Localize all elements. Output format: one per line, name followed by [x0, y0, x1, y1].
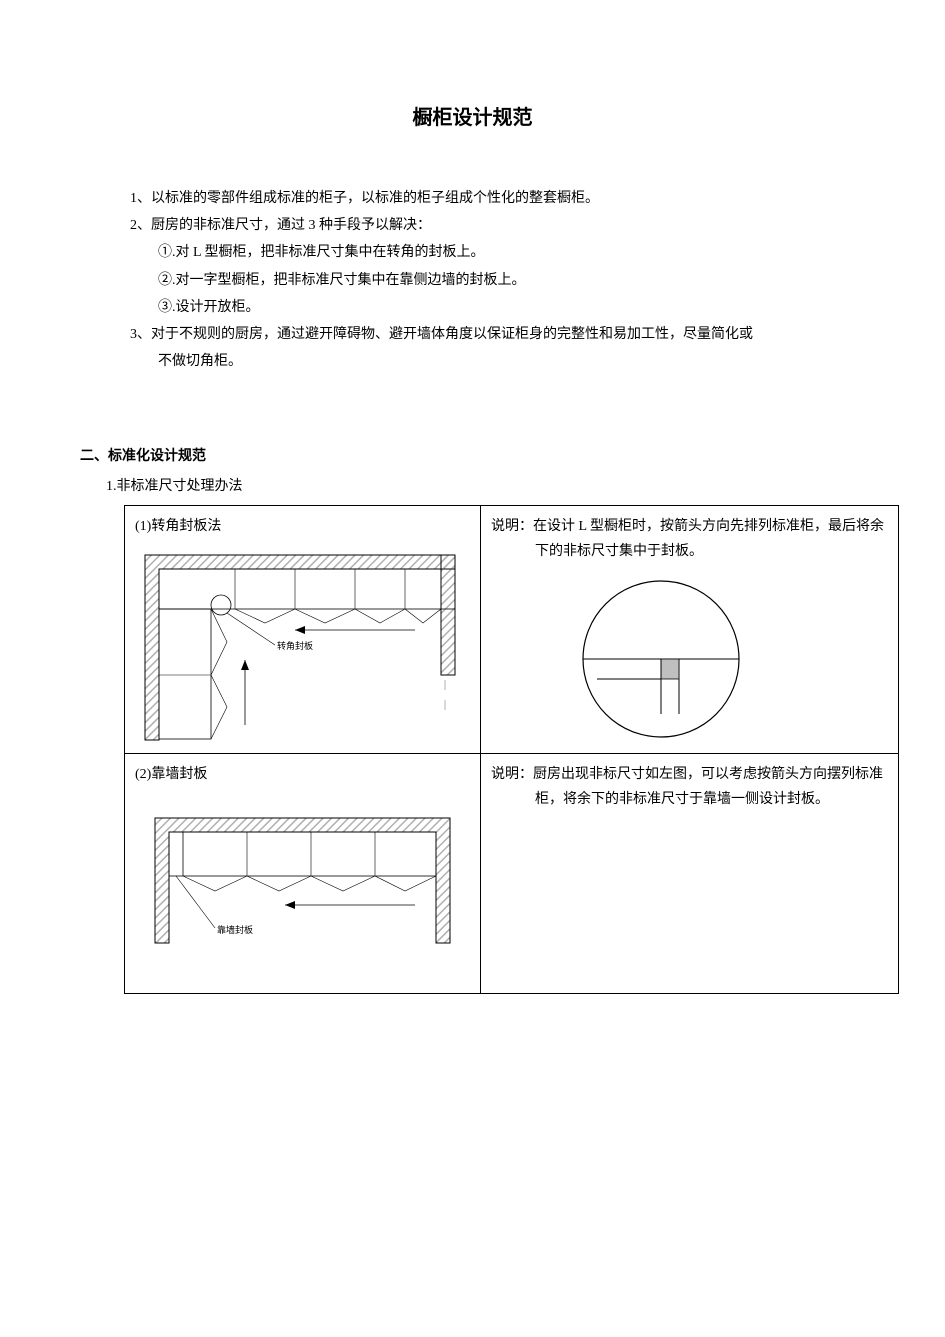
cell-method2-desc: 说明：厨房出现非标尺寸如左图，可以考虑按箭头方向摆列标准柜，将余下的非标准尺寸于… — [481, 753, 899, 993]
intro-item-1: 1、以标准的零部件组成标准的柜子，以标准的柜子组成个性化的整套橱柜。 — [130, 186, 865, 211]
wall-seal-diagram: 靠墙封板 — [135, 793, 470, 963]
intro-list: 1、以标准的零部件组成标准的柜子，以标准的柜子组成个性化的整套橱柜。 2、厨房的… — [130, 186, 865, 374]
method1-desc: 说明：在设计 L 型橱柜时，按箭头方向先排列标准柜，最后将余下的非标尺寸集中于封… — [535, 514, 888, 564]
intro-item-3b: 不做切角柜。 — [158, 349, 865, 374]
intro-item-2: 2、厨房的非标准尺寸，通过 3 种手段予以解决： — [130, 213, 865, 238]
cell-method1-desc: 说明：在设计 L 型橱柜时，按箭头方向先排列标准柜，最后将余下的非标尺寸集中于封… — [481, 505, 899, 753]
table-row: (2)靠墙封板 — [125, 753, 899, 993]
intro-item-2c: ③.设计开放柜。 — [158, 295, 865, 320]
sub-header-1: 1.非标准尺寸处理办法 — [106, 474, 865, 499]
method1-caption: (1)转角封板法 — [135, 514, 470, 539]
corner-detail-circle — [561, 574, 761, 744]
page-title: 橱柜设计规范 — [80, 100, 865, 136]
cell-method1-diagram: (1)转角封板法 — [125, 505, 481, 753]
intro-item-2a: ①.对 L 型橱柜，把非标准尺寸集中在转角的封板上。 — [158, 240, 865, 265]
intro-item-2b: ②.对一字型橱柜，把非标准尺寸集中在靠侧边墙的封板上。 — [158, 268, 865, 293]
method2-desc: 说明：厨房出现非标尺寸如左图，可以考虑按箭头方向摆列标准柜，将余下的非标准尺寸于… — [535, 762, 888, 812]
table-row: (1)转角封板法 — [125, 505, 899, 753]
method-table: (1)转角封板法 — [124, 505, 899, 994]
method2-caption: (2)靠墙封板 — [135, 762, 470, 787]
intro-item-3: 3、对于不规则的厨房，通过避开障碍物、避开墙体角度以保证柜身的完整性和易加工性，… — [130, 322, 865, 347]
corner-seal-diagram: 转角封板 — [135, 545, 470, 745]
corner-label: 转角封板 — [277, 640, 313, 651]
cell-method2-diagram: (2)靠墙封板 — [125, 753, 481, 993]
section-2-header: 二、标准化设计规范 — [80, 444, 865, 469]
wall-label: 靠墙封板 — [217, 924, 253, 935]
